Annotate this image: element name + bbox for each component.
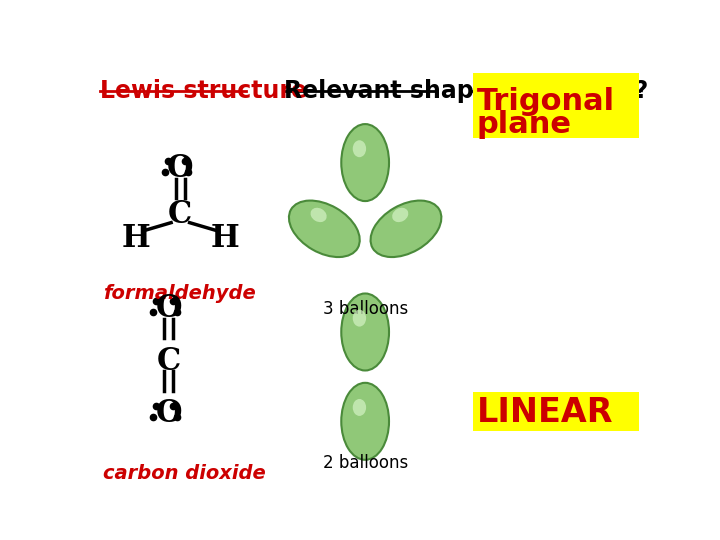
- Text: 2 balloons: 2 balloons: [323, 454, 408, 471]
- Ellipse shape: [310, 208, 327, 222]
- Text: carbon dioxide: carbon dioxide: [104, 464, 266, 483]
- Text: 3 balloons: 3 balloons: [323, 300, 408, 318]
- Ellipse shape: [353, 309, 366, 327]
- Text: C: C: [157, 346, 181, 377]
- Text: Relevant shape?: Relevant shape?: [284, 79, 504, 103]
- Text: O: O: [156, 398, 182, 429]
- Ellipse shape: [341, 383, 389, 460]
- Text: Trigonal: Trigonal: [477, 87, 615, 116]
- Text: C: C: [168, 199, 192, 231]
- Text: O: O: [156, 293, 182, 325]
- FancyBboxPatch shape: [473, 392, 639, 430]
- FancyBboxPatch shape: [473, 72, 639, 138]
- Ellipse shape: [371, 200, 441, 257]
- Text: plane: plane: [477, 110, 572, 139]
- Text: shape name?: shape name?: [473, 79, 648, 103]
- Text: H: H: [211, 222, 239, 254]
- Text: formaldehyde: formaldehyde: [104, 284, 256, 303]
- Text: H: H: [121, 222, 150, 254]
- Ellipse shape: [392, 208, 408, 222]
- Ellipse shape: [341, 124, 389, 201]
- Ellipse shape: [353, 399, 366, 416]
- Ellipse shape: [353, 140, 366, 157]
- Ellipse shape: [289, 200, 360, 257]
- Text: LINEAR: LINEAR: [477, 396, 613, 429]
- Text: O: O: [167, 153, 194, 184]
- Text: Lewis structure: Lewis structure: [99, 79, 307, 103]
- Ellipse shape: [341, 294, 389, 370]
